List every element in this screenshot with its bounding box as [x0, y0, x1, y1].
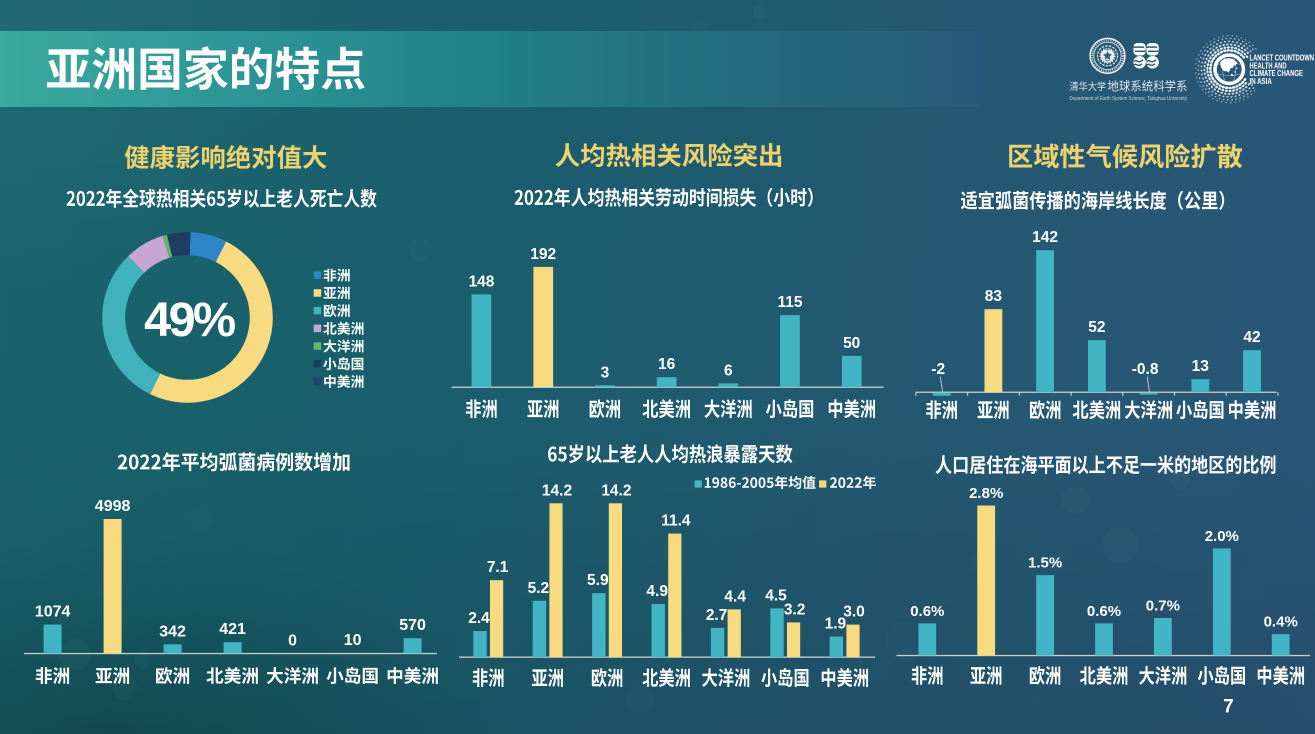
svg-text:570: 570 [399, 617, 426, 634]
svg-text:4998: 4998 [95, 498, 131, 515]
svg-text:4.5: 4.5 [765, 587, 787, 604]
svg-text:5.9: 5.9 [587, 572, 609, 589]
svg-text:42: 42 [1243, 329, 1260, 346]
svg-text:3: 3 [601, 364, 610, 381]
svg-text:3.0: 3.0 [843, 604, 865, 621]
svg-text:4.4: 4.4 [724, 588, 746, 605]
svg-text:421: 421 [219, 621, 246, 638]
svg-text:2.0%: 2.0% [1205, 528, 1239, 545]
svg-text:1.9: 1.9 [825, 616, 847, 633]
svg-text:49%: 49% [144, 293, 235, 347]
svg-text:0.6%: 0.6% [1087, 603, 1121, 620]
svg-text:4.9: 4.9 [646, 583, 668, 600]
svg-text:1.5%: 1.5% [1028, 555, 1062, 572]
svg-text:342: 342 [159, 623, 186, 640]
svg-text:0.4%: 0.4% [1264, 614, 1298, 631]
svg-text:115: 115 [777, 294, 802, 311]
svg-text:LANCET COUNTDOWN: LANCET COUNTDOWN [1250, 53, 1315, 62]
svg-text:2.8%: 2.8% [969, 485, 1003, 502]
svg-text:52: 52 [1088, 319, 1105, 336]
svg-text:2.7: 2.7 [706, 607, 728, 624]
svg-text:-2: -2 [931, 361, 945, 378]
svg-text:-0.8: -0.8 [1132, 361, 1159, 378]
svg-text:Department of Earth System Sci: Department of Earth System Science, Tsin… [1070, 96, 1188, 102]
svg-text:142: 142 [1032, 229, 1058, 246]
svg-text:16: 16 [658, 356, 676, 373]
svg-text:7.1: 7.1 [487, 559, 509, 576]
svg-text:2.4: 2.4 [468, 610, 490, 627]
svg-text:CLIMATE CHANGE: CLIMATE CHANGE [1250, 69, 1304, 78]
svg-text:14.2: 14.2 [542, 482, 572, 499]
svg-text:0.6%: 0.6% [910, 603, 944, 620]
svg-text:HEALTH AND: HEALTH AND [1250, 61, 1287, 70]
svg-text:83: 83 [985, 288, 1003, 305]
svg-text:11.4: 11.4 [661, 513, 691, 530]
svg-text:0.7%: 0.7% [1146, 598, 1180, 615]
svg-text:7: 7 [1223, 697, 1234, 718]
svg-text:10: 10 [344, 632, 362, 649]
svg-text:IN ASIA: IN ASIA [1250, 77, 1273, 86]
svg-text:5.2: 5.2 [528, 580, 550, 597]
svg-text:6: 6 [724, 362, 733, 379]
svg-text:0: 0 [288, 633, 297, 650]
svg-text:13: 13 [1192, 358, 1210, 375]
svg-text:192: 192 [530, 246, 556, 263]
svg-text:1074: 1074 [35, 604, 71, 621]
svg-text:148: 148 [469, 274, 495, 291]
svg-text:14.2: 14.2 [601, 482, 631, 499]
svg-text:50: 50 [843, 335, 860, 352]
svg-text:3.2: 3.2 [784, 601, 806, 618]
